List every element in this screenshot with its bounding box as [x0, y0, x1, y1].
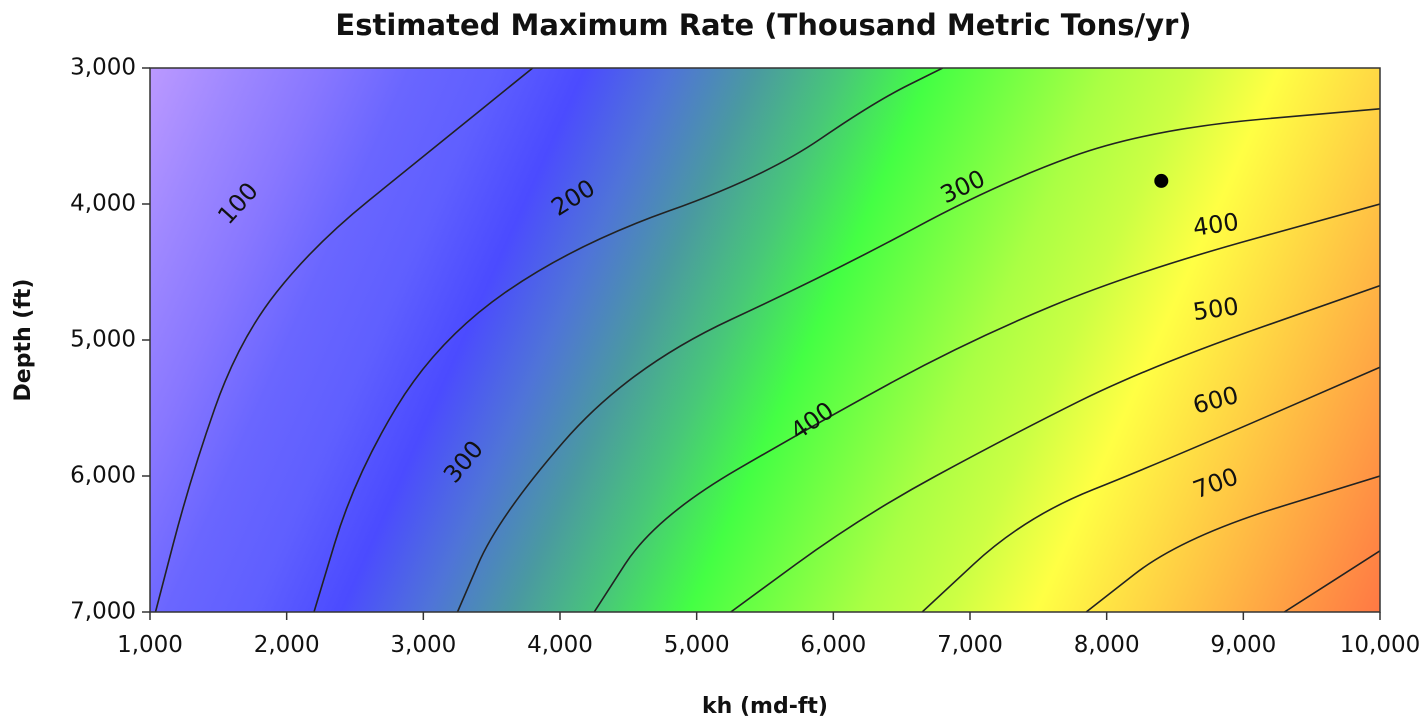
contour-label-500: 500	[1191, 292, 1240, 326]
x-tick-label: 3,000	[390, 632, 456, 658]
contour-line-100	[154, 68, 534, 612]
x-tick-label: 10,000	[1340, 632, 1420, 658]
x-tick-label: 8,000	[1074, 632, 1140, 658]
y-tick-label: 7,000	[70, 599, 136, 625]
x-tick-label: 5,000	[664, 632, 730, 658]
plot-background	[150, 68, 1380, 612]
y-tick-label: 5,000	[70, 327, 136, 353]
x-tick-label: 6,000	[800, 632, 866, 658]
y-tick-label: 3,000	[70, 55, 136, 81]
y-axis: 3,000 4,000 5,000 6,000 7,000	[70, 55, 150, 625]
y-tick-label: 6,000	[70, 463, 136, 489]
chart-title: Estimated Maximum Rate (Thousand Metric …	[335, 8, 1192, 42]
contour-line-200	[313, 68, 944, 612]
contour-label-400: 400	[1191, 208, 1240, 242]
x-tick-label: 9,000	[1210, 632, 1276, 658]
x-tick-label: 1,000	[117, 632, 183, 658]
x-tick-label: 7,000	[937, 632, 1003, 658]
x-axis: 1,000 2,000 3,000 4,000 5,000 6,000 7,000 8,000…	[117, 612, 1420, 658]
contour-line-300	[456, 108, 1380, 612]
x-tick-label: 4,000	[527, 632, 593, 658]
contour-line-500	[730, 284, 1380, 612]
marker-point	[1154, 173, 1169, 188]
x-tick-label: 2,000	[254, 632, 320, 658]
contour-line-700	[1085, 475, 1380, 612]
marker-layer	[1154, 173, 1169, 188]
contour-line-400	[593, 203, 1380, 612]
y-axis-title: Depth (ft)	[11, 279, 36, 402]
contour-line-600	[921, 366, 1380, 612]
y-tick-label: 4,000	[70, 191, 136, 217]
x-axis-title: kh (md-ft)	[702, 694, 828, 719]
